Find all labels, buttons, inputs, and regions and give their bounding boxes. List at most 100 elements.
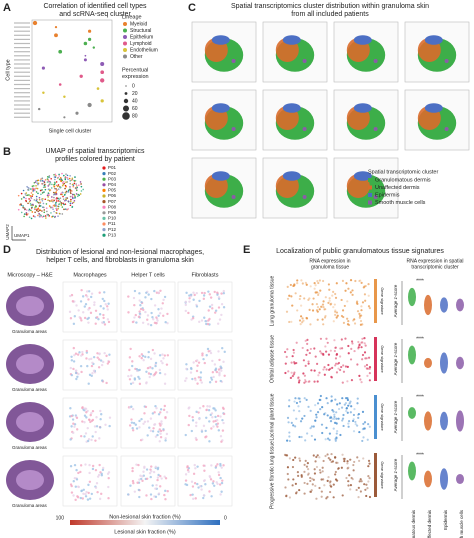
- map-spot: [219, 379, 222, 383]
- umap-point: [64, 187, 66, 190]
- expression-spot: [322, 368, 325, 371]
- expression-spot: [320, 478, 323, 481]
- dot: [92, 46, 95, 49]
- map-spot: [220, 466, 223, 469]
- legend-title: Percentual: [122, 67, 148, 73]
- legend-swatch: [368, 185, 372, 190]
- expression-spot: [351, 342, 354, 345]
- expression-spot: [318, 279, 322, 282]
- map-spot: [107, 485, 110, 489]
- map-spot: [211, 359, 214, 363]
- map-spot: [70, 359, 74, 362]
- map-spot: [75, 369, 78, 372]
- legend-label: Endothelium: [130, 47, 158, 53]
- umap-point: [30, 192, 33, 194]
- map-spot: [144, 355, 147, 359]
- map-spot: [199, 378, 202, 382]
- map-spot: [201, 352, 204, 355]
- map-spot: [219, 493, 222, 496]
- map-spot: [131, 429, 135, 432]
- umap-point: [65, 190, 68, 193]
- expression-spot: [323, 413, 326, 416]
- expression-spot: [328, 297, 331, 300]
- expression-spot: [322, 478, 325, 481]
- expression-spot: [299, 315, 303, 318]
- map-spot: [196, 482, 199, 486]
- map-spot: [142, 359, 145, 362]
- subtitle: RNA expression in spatial: [407, 258, 464, 264]
- expression-spot: [324, 454, 327, 458]
- tissue-blue: [353, 103, 372, 113]
- umap-point: [58, 175, 60, 177]
- map-spot: [145, 477, 149, 480]
- expression-spot: [291, 465, 295, 469]
- map-spot: [208, 293, 211, 296]
- umap-point: [70, 200, 72, 203]
- umap-point: [44, 198, 47, 201]
- expression-spot: [291, 374, 294, 378]
- map-spot: [212, 480, 215, 483]
- expression-spot: [319, 471, 322, 474]
- map-spot: [70, 491, 74, 494]
- map-spot: [221, 418, 224, 422]
- expression-spot: [288, 457, 291, 460]
- map-spot: [75, 416, 79, 420]
- umap-point: [27, 188, 29, 191]
- umap-point: [58, 173, 60, 176]
- umap-point: [52, 200, 54, 203]
- map-spot: [153, 304, 157, 307]
- map-spot: [137, 375, 140, 379]
- map-spot: [216, 463, 219, 466]
- expression-spot: [320, 495, 323, 498]
- map-spot: [204, 436, 207, 439]
- expression-spot: [334, 292, 337, 296]
- expression-spot: [339, 355, 342, 358]
- scale-label: Gene signature: [380, 403, 385, 431]
- expression-spot: [306, 349, 309, 352]
- map-spot: [98, 352, 101, 356]
- expression-spot: [334, 364, 337, 367]
- map-spot: [188, 300, 191, 303]
- map-spot: [157, 314, 160, 317]
- umap-point: [52, 215, 54, 218]
- expression-spot: [347, 287, 350, 290]
- umap-point: [55, 181, 58, 183]
- umap-point: [35, 179, 38, 182]
- expression-spot: [332, 306, 335, 309]
- expression-spot: [295, 341, 298, 344]
- map-spot: [215, 370, 219, 374]
- expression-spot: [328, 288, 331, 291]
- umap-point: [71, 202, 74, 204]
- map-spot: [92, 369, 96, 373]
- map-spot: [102, 313, 105, 317]
- expression-spot: [290, 421, 293, 424]
- map-spot: [79, 354, 83, 357]
- expression-spot: [298, 319, 302, 322]
- expression-spot: [294, 456, 297, 459]
- row-label: Lung granuloma tissue: [269, 275, 275, 326]
- significance: ****: [416, 394, 424, 400]
- violin: [408, 461, 416, 481]
- umap-point: [41, 210, 43, 212]
- expression-spot: [334, 296, 338, 299]
- umap-point: [47, 214, 50, 217]
- map-spot: [81, 406, 84, 410]
- expression-spot: [353, 407, 356, 411]
- umap-point: [72, 201, 75, 204]
- map-spot: [88, 418, 91, 422]
- umap-point: [65, 173, 67, 175]
- map-spot: [207, 309, 210, 312]
- expression-spot: [334, 439, 337, 442]
- expression-spot: [309, 427, 312, 430]
- colorbar-label: 100: [56, 515, 65, 521]
- map-spot: [162, 357, 165, 360]
- umap-point: [22, 189, 25, 192]
- expression-spot: [328, 432, 332, 435]
- expression-spot: [333, 417, 336, 420]
- expression-spot: [314, 419, 317, 423]
- map-spot: [72, 360, 76, 363]
- expression-spot: [286, 472, 289, 476]
- map-spot: [221, 429, 225, 432]
- map-spot: [151, 316, 154, 319]
- map-spot: [83, 305, 86, 308]
